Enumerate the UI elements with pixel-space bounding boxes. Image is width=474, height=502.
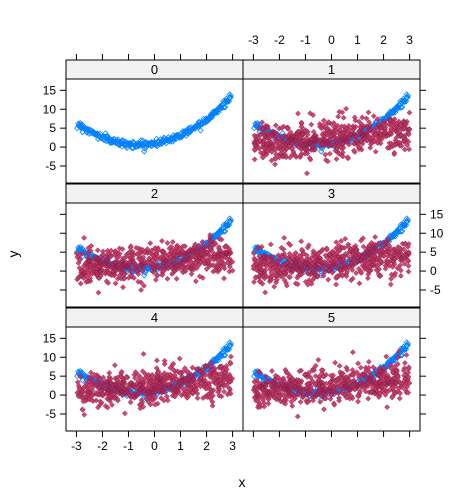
y-tick-label: 10 [430, 226, 444, 240]
x-tick-label: 0 [328, 33, 335, 47]
x-tick-label: 1 [177, 439, 184, 453]
points-group [250, 339, 413, 420]
y-tick-label: -5 [45, 159, 56, 173]
y-tick-label: 10 [43, 350, 57, 364]
x-tick-label: 3 [229, 439, 236, 453]
panels-group: 0 1 2 3 4 5 [65, 59, 421, 432]
panel-4: 4 [65, 307, 244, 432]
baseline-points [74, 91, 235, 155]
x-tick-label: -2 [97, 439, 108, 453]
panel-5: 5 [242, 307, 421, 432]
x-tick-label: -3 [71, 439, 82, 453]
x-tick-label: 1 [354, 33, 361, 47]
panel-strip-label: 1 [328, 62, 335, 77]
y-tick-label: 0 [49, 388, 56, 402]
x-tick-label: -2 [274, 33, 285, 47]
panel-strip-label: 0 [151, 62, 158, 77]
y-tick-label: 5 [49, 121, 56, 135]
x-axis-label: x [239, 474, 246, 490]
points-group [74, 91, 235, 155]
y-tick-label: -5 [45, 407, 56, 421]
panel-strip-label: 2 [151, 186, 158, 201]
y-axis-label: y [5, 251, 21, 258]
panel-strip-label: 5 [328, 310, 335, 325]
y-tick-label: 0 [49, 140, 56, 154]
points-group [250, 215, 412, 296]
x-tick-label: 2 [380, 33, 387, 47]
noise-points [250, 234, 412, 296]
panel-1: 1 [242, 59, 421, 184]
y-tick-label: 15 [43, 83, 57, 97]
panel-strip-label: 4 [151, 310, 158, 325]
points-group [74, 339, 236, 418]
x-tick-label: 2 [203, 439, 210, 453]
x-tick-label: 3 [406, 33, 413, 47]
noise-points [251, 105, 413, 177]
panel-2: 2 [65, 183, 244, 308]
y-tick-label: 5 [49, 369, 56, 383]
y-tick-label: 5 [430, 245, 437, 259]
panel-3: 3 [242, 183, 421, 308]
x-tick-label: -3 [248, 33, 259, 47]
y-tick-label: 15 [430, 207, 444, 221]
y-tick-label: 15 [43, 331, 57, 345]
noise-points [73, 232, 236, 296]
panel-0: 0 [65, 59, 244, 184]
points-group [73, 215, 236, 296]
x-tick-label: -1 [300, 33, 311, 47]
noise-points [74, 351, 236, 418]
axes-group: -3 -2 -1 0 1 2 3-3 -2 -1 0 1 2 3-5051015-5051015-505… [43, 33, 444, 453]
points-group [251, 91, 413, 177]
noise-points [250, 348, 413, 420]
panel-strip-label: 3 [328, 186, 335, 201]
x-tick-label: 0 [151, 439, 158, 453]
x-tick-label: -1 [123, 439, 134, 453]
y-tick-label: -5 [430, 283, 441, 297]
y-tick-label: 0 [430, 264, 437, 278]
y-tick-label: 10 [43, 102, 57, 116]
